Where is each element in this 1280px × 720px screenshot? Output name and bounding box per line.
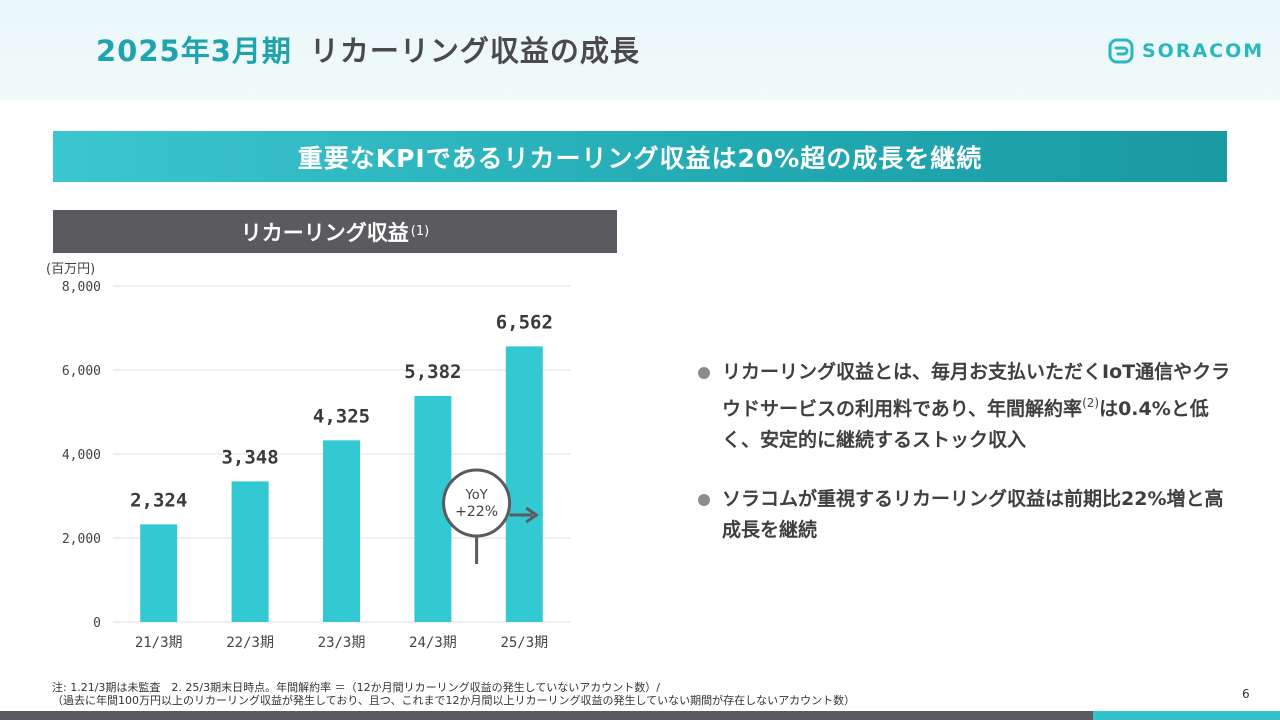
x-tick-label: 25/3期	[500, 635, 548, 651]
page-title: 2025年3月期 リカーリング収益の成長	[96, 28, 640, 70]
x-tick-label: 21/3期	[135, 635, 183, 651]
chart-title: リカーリング収益	[240, 220, 409, 245]
y-tick-label: 8,000	[62, 280, 101, 295]
bullet-dot-icon	[698, 494, 710, 506]
bullet-item-2: ソラコムが重視するリカーリング収益は前期比22%増と高成長を継続	[698, 484, 1238, 546]
footnote-line-1: 注: 1.21/3期は未監査 2. 25/3期末日時点。年間解約率 ＝（12か月…	[52, 681, 660, 694]
bottom-accent	[1093, 711, 1280, 720]
yoy-label: YoY	[465, 488, 488, 503]
bottom-bar	[0, 711, 1093, 720]
yoy-value: +22%	[455, 504, 498, 520]
chart-title-note: (1)	[410, 224, 430, 239]
bullet-1-note: (2)	[1082, 396, 1100, 410]
bullet-list: リカーリング収益とは、毎月お支払いただくIoT通信やクラウドサービスの利用料であ…	[698, 357, 1238, 574]
bullet-1-text-after: は0.4%と低く、安定的に継続するストック収入	[722, 398, 1209, 451]
title-period: 2025年3月期	[96, 34, 292, 68]
x-tick-label: 24/3期	[409, 635, 457, 651]
data-label: 2,324	[130, 489, 187, 511]
data-label: 5,382	[404, 361, 461, 383]
x-tick-label: 23/3期	[318, 635, 366, 651]
bullet-2-text: ソラコムが重視するリカーリング収益は前期比22%増と高成長を継続	[722, 488, 1224, 541]
data-label: 4,325	[313, 405, 370, 427]
footnote: 注: 1.21/3期は未監査 2. 25/3期末日時点。年間解約率 ＝（12か月…	[52, 681, 855, 707]
bar	[505, 346, 543, 622]
logo-mark-icon	[1108, 38, 1134, 64]
kpi-banner: 重要なKPIであるリカーリング収益は20%超の成長を継続	[53, 131, 1227, 182]
y-unit-label: (百万円)	[46, 262, 95, 277]
soracom-logo: SORACOM	[1108, 34, 1264, 68]
footnote-line-2: （過去に年間100万円以上のリカーリング収益が発生しており、且つ、これまで12か…	[52, 694, 856, 707]
bar	[323, 440, 360, 622]
y-tick-label: 0	[93, 616, 101, 631]
title-main: リカーリング収益の成長	[309, 34, 640, 68]
y-tick-label: 6,000	[62, 364, 101, 379]
page-number: 6	[1242, 687, 1250, 701]
slide-header: 2025年3月期 リカーリング収益の成長 SORACOM	[0, 0, 1280, 100]
logo-text: SORACOM	[1142, 40, 1265, 62]
bar	[140, 524, 178, 622]
y-tick-label: 4,000	[62, 448, 101, 463]
chart-header: リカーリング収益 (1)	[53, 210, 617, 253]
yoy-arrow-head-icon	[525, 506, 539, 524]
y-tick-label: 2,000	[62, 532, 101, 547]
bullet-item-1: リカーリング収益とは、毎月お支払いただくIoT通信やクラウドサービスの利用料であ…	[698, 357, 1238, 456]
bullet-1-text: リカーリング収益とは、毎月お支払いただくIoT通信やクラウドサービスの利用料であ…	[722, 361, 1231, 420]
yoy-circle	[442, 468, 512, 538]
x-tick-label: 22/3期	[226, 635, 274, 651]
data-label: 3,348	[221, 446, 278, 468]
data-label: 6,562	[496, 311, 553, 333]
bar	[231, 481, 269, 622]
bullet-dot-icon	[698, 367, 710, 379]
